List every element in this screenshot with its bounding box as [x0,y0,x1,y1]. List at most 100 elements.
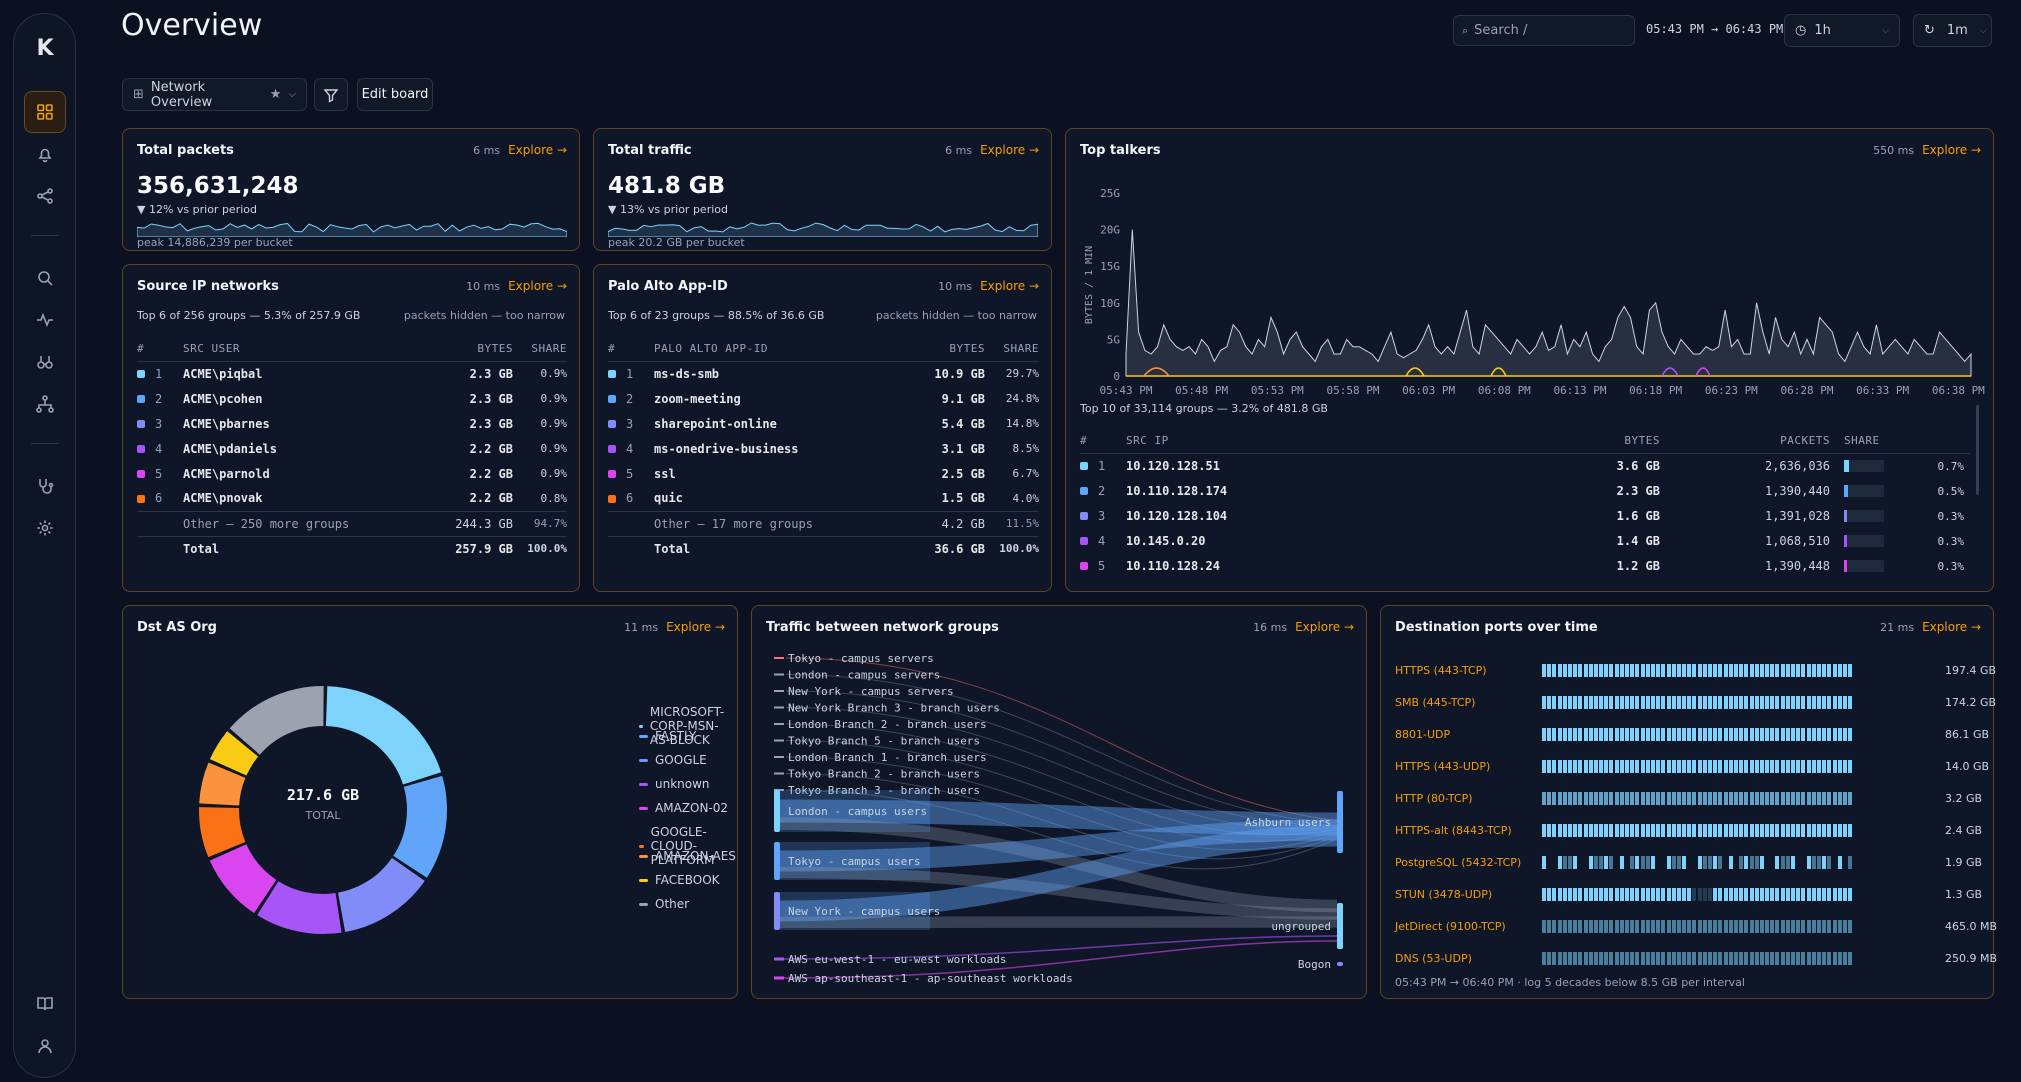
explore-link[interactable]: Explore → [666,620,725,634]
table-row[interactable]: 5 10.110.128.24 1.2 GB 1,390,448 0.3% [1080,553,1970,578]
legend-item[interactable]: FACEBOOK [639,873,720,887]
table-row[interactable]: 6 quic 1.5 GB 4.0% [608,486,1039,511]
health-nav-button[interactable] [24,465,66,507]
activity-nav-button[interactable] [24,299,66,341]
docs-nav-button[interactable] [24,983,66,1025]
legend-item[interactable]: unknown [639,777,710,791]
column-header[interactable]: BYTES [905,337,985,362]
sankey-source-node[interactable] [774,790,780,832]
donut-slice[interactable] [209,731,259,776]
column-header[interactable]: # [608,337,654,362]
table-row[interactable]: 3 sharepoint-online 5.4 GB 14.8% [608,411,1039,436]
port-row[interactable]: HTTPS-alt (8443-TCP) 2.4 GB [1395,822,1982,838]
table-row[interactable]: 4 ACME\pdaniels 2.2 GB 0.9% [137,436,567,461]
column-header[interactable]: SRC USER [183,337,433,362]
column-header[interactable]: BYTES [433,337,513,362]
explore-link[interactable]: Explore → [980,279,1039,293]
explore-link[interactable]: Explore → [1295,620,1354,634]
explore-link[interactable]: Explore → [508,279,567,293]
explore-link[interactable]: Explore → [1922,620,1981,634]
edit-board-button[interactable]: Edit board [357,78,433,111]
table-row[interactable]: 1 10.120.128.51 3.6 GB 2,636,036 0.7% [1080,453,1970,478]
other-row[interactable]: Other — 250 more groups 244.3 GB 94.7% [137,510,567,536]
explore-nav-button[interactable] [24,341,66,383]
port-row[interactable]: HTTPS (443-TCP) 197.4 GB [1395,662,1996,678]
table-row[interactable]: 3 10.120.128.104 1.6 GB 1,391,028 0.3% [1080,503,1970,528]
table-row[interactable]: 3 ACME\pbarnes 2.3 GB 0.9% [137,411,567,436]
legend-item[interactable]: AMAZON-02 [639,801,728,815]
search-nav-button[interactable] [24,257,66,299]
legend-item[interactable]: FASTLY [639,729,696,743]
column-header[interactable]: SHARE [513,337,567,362]
column-header[interactable]: SRC IP [1126,429,1570,454]
donut-slice[interactable] [229,686,324,755]
column-header[interactable]: SHARE [985,337,1039,362]
sankey-source-node[interactable] [774,957,784,961]
port-row[interactable]: SMB (445-TCP) 174.2 GB [1395,694,1996,710]
donut-slice[interactable] [325,686,442,785]
table-row[interactable]: 5 ssl 2.5 GB 6.7% [608,461,1039,486]
star-icon[interactable]: ★ [269,87,282,102]
topology-nav-button[interactable] [24,383,66,425]
sankey-source-node[interactable] [774,690,784,692]
table-row[interactable]: 1 ms-ds-smb 10.9 GB 29.7% [608,361,1039,386]
port-row[interactable]: STUN (3478-UDP) 1.3 GB [1395,886,1982,902]
settings-nav-button[interactable] [24,507,66,549]
explore-link[interactable]: Explore → [1922,143,1981,157]
logo[interactable]: K [36,36,54,61]
scrollbar[interactable] [1976,405,1979,495]
sankey-source-node[interactable] [774,673,784,676]
search-input[interactable]: ⌕ Search / [1453,15,1635,46]
column-header[interactable]: # [1080,429,1126,454]
sankey-source-node[interactable] [774,976,784,980]
table-row[interactable]: 2 ACME\pcohen 2.3 GB 0.9% [137,386,567,411]
sankey-target-node[interactable] [1337,962,1343,966]
port-row[interactable]: DNS (53-UDP) 250.9 MB [1395,950,1997,966]
sankey-source-node[interactable] [774,657,784,659]
donut-slice[interactable] [338,857,425,933]
legend-item[interactable]: MICROSOFT-CORP-MSN-AS-BLOCK [639,705,737,747]
donut-slice[interactable] [393,775,447,878]
sankey-source-node[interactable] [774,739,784,742]
legend-item[interactable]: Other [639,897,689,911]
board-select[interactable]: ⊞ Network Overview ★ ⌵ [122,78,307,111]
sankey-source-node[interactable] [774,842,780,880]
donut-slice[interactable] [257,881,342,934]
column-header[interactable]: PALO ALTO APP-ID [654,337,905,362]
table-row[interactable]: 6 ACME\pnovak 2.2 GB 0.8% [137,486,567,511]
port-row[interactable]: JetDirect (9100-TCP) 465.0 MB [1395,918,1997,934]
table-row[interactable]: 5 ACME\parnold 2.2 GB 0.9% [137,461,567,486]
filter-button[interactable] [314,78,348,111]
profile-nav-button[interactable] [24,1025,66,1067]
port-row[interactable]: HTTPS (443-UDP) 14.0 GB [1395,758,1989,774]
range-select[interactable]: ◷ 1h ⌵ [1784,14,1900,47]
sankey-target-node[interactable] [1337,791,1343,853]
column-header[interactable]: BYTES [1570,429,1660,454]
sankey-source-node[interactable] [774,706,784,709]
table-row[interactable]: 2 10.110.128.174 2.3 GB 1,390,440 0.5% [1080,478,1970,503]
port-row[interactable]: HTTP (80-TCP) 3.2 GB [1395,790,1982,806]
column-header[interactable]: PACKETS [1660,429,1830,454]
sankey-source-node[interactable] [774,789,784,791]
sankey-source-node[interactable] [774,756,784,758]
port-row[interactable]: PostgreSQL (5432-TCP) 1.9 GB [1395,854,1982,870]
donut-slice[interactable] [199,807,246,858]
sankey-target-node[interactable] [1337,903,1343,949]
donut-slice[interactable] [209,844,277,914]
table-row[interactable]: 2 zoom-meeting 9.1 GB 24.8% [608,386,1039,411]
sankey-source-node[interactable] [774,723,784,725]
table-row[interactable]: 1 ACME\piqbal 2.3 GB 0.9% [137,361,567,386]
table-row[interactable]: 4 ms-onedrive-business 3.1 GB 8.5% [608,436,1039,461]
other-row[interactable]: Other — 17 more groups 4.2 GB 11.5% [608,510,1039,536]
alerts-nav-button[interactable] [24,133,66,175]
table-row[interactable]: 4 10.145.0.20 1.4 GB 1,068,510 0.3% [1080,528,1970,553]
column-header[interactable]: # [137,337,183,362]
port-row[interactable]: 8801-UDP 86.1 GB [1395,726,1989,742]
dashboards-nav-button[interactable] [24,91,66,133]
explore-link[interactable]: Explore → [508,143,567,157]
sankey-source-node[interactable] [774,892,780,930]
legend-item[interactable]: AMAZON-AES [639,849,736,863]
share-nav-button[interactable] [24,175,66,217]
donut-slice[interactable] [199,762,246,806]
column-header[interactable]: SHARE [1830,429,1970,454]
